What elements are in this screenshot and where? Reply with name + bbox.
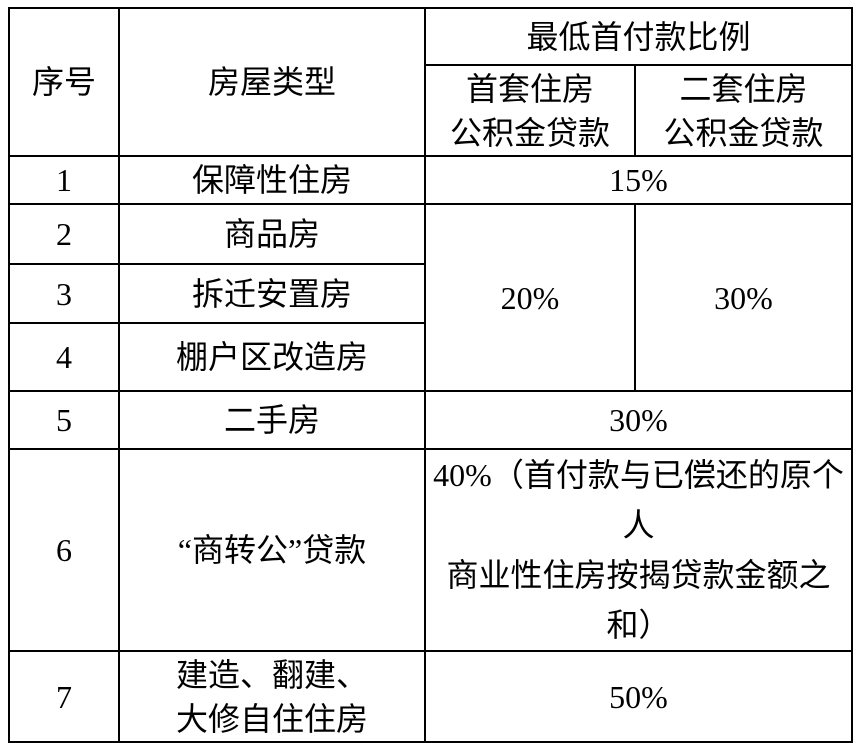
header-cell-first-home-loan: 首套住房 公积金贷款 [424,64,636,157]
header-second-home-line2: 公积金贷款 [663,114,824,151]
row3-housing-type: 拆迁安置房 [118,263,426,324]
row7-serial: 7 [8,650,120,743]
table-row-1: 1 保障性住房 15% [8,155,854,205]
row6-ratio-merged: 40%（首付款与已偿还的原个人 商业性住房按揭贷款金额之和） [423,448,854,652]
row6-housing-type: “商转公”贷款 [118,448,426,652]
row4-serial: 4 [8,322,120,392]
row1-housing-type: 保障性住房 [118,155,426,205]
rows2-4-first-home-ratio: 20% [424,203,636,392]
header-cell-min-down-payment-group: 最低首付款比例 [423,7,854,66]
rows2-4-second-home-ratio: 30% [633,203,854,392]
row7-ratio-merged: 50% [423,650,854,743]
row7-housing-type: 建造、翻建、 大修自住住房 [118,650,426,743]
header-first-home-line1: 首套住房 [465,70,594,107]
row7-housing-type-line1: 建造、翻建、 [175,656,368,693]
row4-housing-type: 棚户区改造房 [118,322,426,392]
header-cell-serial-number: 序号 [8,7,120,157]
row2-serial: 2 [8,203,120,265]
row1-ratio-merged: 15% [423,155,854,205]
row6-ratio-line2: 商业性住房按揭贷款金额之和） [446,557,831,643]
table-row-3: 3 拆迁安置房 [8,263,852,324]
header-cell-second-home-loan: 二套住房 公积金贷款 [633,64,854,157]
header-row-top: 序号 房屋类型 最低首付款比例 [8,7,854,157]
header-second-home-line1: 二套住房 [679,70,808,107]
row6-ratio-line1: 40%（首付款与已偿还的原个人 [433,457,844,543]
row5-ratio-merged: 30% [423,390,854,450]
down-payment-ratio-table: 序号 房屋类型 最低首付款比例 首套住房 公积金贷款 二套住房 公积金贷款 1 … [8,7,854,743]
row7-housing-type-line2: 大修自住住房 [175,700,368,737]
row6-serial: 6 [8,448,120,652]
header-cell-housing-type: 房屋类型 [118,7,426,157]
row5-serial: 5 [8,390,120,450]
header-first-home-line2: 公积金贷款 [449,114,610,151]
header-row-sub: 首套住房 公积金贷款 二套住房 公积金贷款 [9,64,854,157]
row1-serial: 1 [8,155,120,205]
table-row-4: 4 棚户区改造房 [8,322,852,392]
table-row-2: 2 商品房 20% 30% [8,203,854,392]
table-row-6: 6 “商转公”贷款 40%（首付款与已偿还的原个人 商业性住房按揭贷款金额之和） [8,448,854,652]
table-row-7: 7 建造、翻建、 大修自住住房 50% [8,650,854,743]
row5-housing-type: 二手房 [118,390,426,450]
row2-housing-type: 商品房 [118,203,426,265]
table-row-5: 5 二手房 30% [8,390,854,450]
row3-serial: 3 [8,263,120,324]
